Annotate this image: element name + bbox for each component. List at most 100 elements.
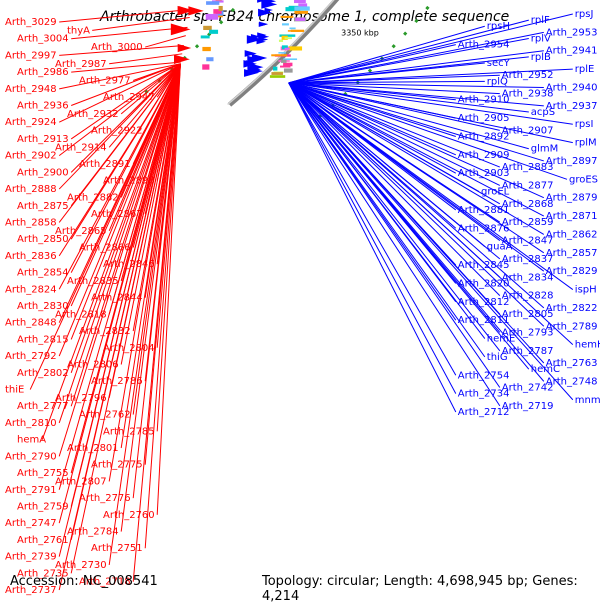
connector-reverse [70, 63, 181, 407]
category-block [209, 29, 219, 34]
connector-forward [288, 82, 457, 394]
forward-gene [246, 35, 263, 44]
gene-label-forward: groEL [481, 187, 510, 198]
connector-forward [288, 82, 501, 205]
gene-label-forward: Arth_2793 [502, 327, 554, 338]
category-block [281, 59, 287, 63]
gene-label-reverse: hemA [17, 435, 46, 446]
connector-reverse [58, 63, 181, 490]
gene-label-forward: rpsH [487, 21, 510, 32]
connector-reverse [58, 63, 181, 190]
gene-label-forward: Arth_2952 [502, 70, 554, 81]
gene-label-reverse: Arth_2824 [5, 284, 57, 295]
gene-label-reverse: Arth_2948 [5, 84, 57, 95]
connector-reverse [70, 63, 181, 340]
connector-forward [288, 82, 545, 235]
map-title: Arthrobacter sp. FB24 chromosome 1, comp… [100, 9, 510, 25]
gene-label-forward: rplE [575, 64, 595, 75]
forward-gene [258, 33, 270, 40]
connector-forward [288, 82, 530, 370]
gene-label-reverse: Arth_2854 [17, 268, 69, 279]
gene-label-forward: Arth_2862 [546, 229, 598, 240]
connector-forward [288, 25, 485, 84]
forward-gene [258, 8, 273, 17]
gene-label-forward: Arth_2754 [458, 370, 510, 381]
category-block [288, 46, 303, 51]
gene-label-reverse: Arth_2846 [103, 259, 155, 270]
connector-forward [288, 82, 457, 376]
reverse-gene [170, 23, 191, 36]
gene-label-forward: Arth_2857 [546, 248, 598, 259]
gene-label-forward: Arth_2822 [546, 303, 598, 314]
category-block [283, 58, 298, 61]
gene-label-reverse: Arth_2784 [67, 527, 119, 538]
gene-label-reverse: Arth_2802 [17, 368, 69, 379]
forward-gene [258, 21, 269, 27]
gene-label-forward: Arth_2834 [502, 272, 554, 283]
connector-forward [288, 82, 501, 186]
connector-forward [288, 82, 573, 144]
category-block [269, 75, 286, 78]
connector-forward [288, 82, 501, 297]
category-block [295, 17, 306, 21]
gene-label-reverse: Arth_2947 [103, 92, 155, 103]
gene-label-forward: rplQ [487, 76, 508, 87]
connector-forward [288, 82, 529, 113]
gene-label-forward: ispH [575, 285, 597, 296]
gene-label-reverse: Arth_2755 [17, 468, 69, 479]
gene-label-reverse: Arth_2735 [17, 568, 69, 579]
connector-reverse [71, 61, 181, 73]
gene-label-reverse: thyA [67, 25, 90, 36]
gene-label-forward: Arth_2812 [458, 297, 510, 308]
connector-reverse [156, 63, 181, 515]
gene-label-forward: Arth_2954 [458, 40, 510, 51]
gene-label-forward: Arth_2871 [546, 211, 598, 222]
category-block [216, 14, 223, 18]
gene-label-forward: Arth_2712 [458, 407, 510, 418]
connector-reverse [59, 45, 184, 56]
gene-label-forward: rplF [531, 15, 550, 26]
gene-label-reverse: Arth_2718 [79, 577, 131, 588]
connector-forward [288, 74, 500, 84]
category-block [202, 64, 210, 70]
gene-label-forward: Arth_2828 [502, 291, 554, 302]
connector-reverse [120, 63, 181, 449]
connector-reverse [71, 63, 181, 106]
gene-label-reverse: Arth_2832 [79, 326, 131, 337]
gene-label-forward: hemH [575, 340, 600, 351]
connector-reverse [58, 63, 181, 591]
gene-label-forward: Arth_2883 [502, 162, 554, 173]
gene-label-reverse: Arth_2865 [55, 226, 107, 237]
connector-forward [288, 82, 529, 150]
category-block [284, 47, 290, 50]
gene-label-forward: Arth_2881 [458, 205, 510, 216]
gene-label-reverse: Arth_2987 [55, 59, 107, 70]
forward-gene [243, 60, 257, 68]
connector-forward [288, 82, 486, 358]
connector-forward [288, 82, 568, 180]
gene-label-reverse: Arth_2777 [17, 401, 69, 412]
gene-label-reverse: Arth_2867 [91, 209, 143, 220]
connector-forward [288, 19, 529, 84]
category-block [278, 39, 284, 42]
connector-reverse [156, 63, 181, 432]
gene-label-reverse: Arth_2730 [55, 560, 107, 571]
gene-label-reverse: Arth_2986 [17, 67, 69, 78]
gene-label-forward: Arth_2941 [546, 46, 598, 57]
connector-reverse [132, 63, 181, 582]
gene-label-forward: Arth_2879 [546, 193, 598, 204]
category-block [206, 57, 214, 62]
connector-reverse [92, 17, 190, 31]
gene-label-reverse: Arth_2850 [17, 234, 69, 245]
gene-label-forward: Arth_2907 [502, 125, 554, 136]
gene-label-reverse: Arth_2844 [91, 293, 143, 304]
gene-label-reverse: Arth_2739 [5, 552, 57, 563]
connector-reverse [108, 63, 181, 482]
gene-label-forward: Arth_2847 [502, 236, 554, 247]
gene-label-reverse: Arth_2810 [5, 418, 57, 429]
gene-label-forward: Arth_2897 [546, 156, 598, 167]
gene-label-forward: rplM [575, 138, 597, 149]
gene-label-forward: rplB [531, 52, 551, 63]
gene-label-reverse: Arth_2751 [91, 543, 143, 554]
